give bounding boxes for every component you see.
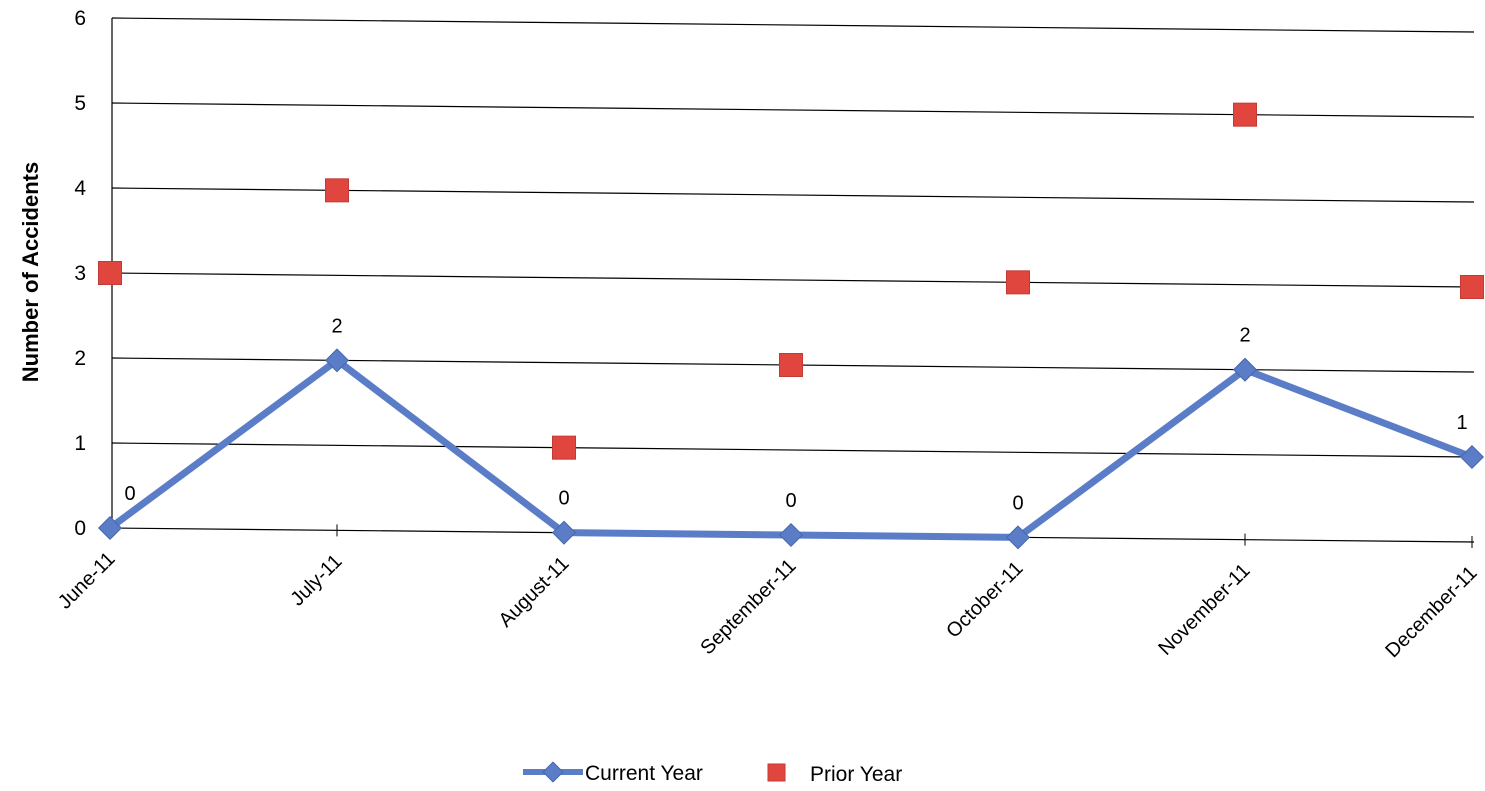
prior-year-point — [98, 261, 122, 285]
legend-current-year-swatch-marker — [542, 761, 564, 783]
prior-year-point — [325, 178, 349, 203]
y-tick-label: 2 — [74, 347, 86, 370]
y-tick-label: 1 — [74, 432, 86, 455]
legend-current-year-label: Current Year — [585, 762, 703, 785]
x-tick-labels: June-11 July-11 August-11 September-11 Octob… — [54, 548, 1482, 662]
axes — [109, 18, 1475, 548]
current-year-point — [551, 520, 577, 545]
current-year-point — [324, 348, 350, 373]
x-tick-label: July-11 — [286, 550, 346, 610]
y-tick-label: 0 — [74, 517, 86, 540]
prior-year-point — [1233, 102, 1257, 127]
current-year-data-label: 2 — [1239, 325, 1250, 347]
current-year-data-label: 0 — [1012, 492, 1023, 514]
y-tick-labels: 0 1 2 3 4 5 6 — [74, 7, 86, 540]
current-year-point — [1459, 444, 1485, 470]
y-tick-label: 6 — [74, 7, 86, 30]
y-tick-label: 5 — [74, 92, 86, 115]
gridline-4 — [111, 187, 1475, 203]
gridline-5 — [111, 102, 1475, 118]
gridline-1 — [111, 442, 1475, 458]
current-year-data-label: 0 — [558, 488, 569, 510]
x-tick-label: October-11 — [942, 557, 1027, 642]
current-year-data-label: 1 — [1456, 412, 1467, 434]
y-tick-label: 4 — [74, 177, 86, 200]
series — [97, 102, 1485, 550]
x-tick-label: August-11 — [495, 553, 574, 632]
gridlines — [111, 17, 1475, 458]
x-tick-label: December-11 — [1381, 562, 1481, 662]
legend-prior-year-swatch-marker — [767, 763, 786, 782]
current-year-point — [1005, 525, 1031, 550]
data-labels: 0 2 0 0 0 2 1 — [124, 315, 1467, 514]
legend-prior-year-label: Prior Year — [810, 763, 902, 786]
prior-year-point — [1006, 270, 1030, 295]
current-year-point — [97, 515, 123, 541]
legend: Current Year Prior Year — [523, 761, 902, 786]
current-year-data-label: 0 — [785, 490, 796, 512]
y-axis-title: Number of Accidents — [18, 162, 43, 382]
current-year-point — [778, 522, 804, 548]
x-tick-label: November-11 — [1154, 560, 1254, 660]
prior-year-point — [779, 353, 803, 377]
current-year-point — [1232, 357, 1258, 382]
gridline-3 — [111, 272, 1475, 288]
current-year-data-label: 0 — [124, 483, 135, 505]
y-tick-label: 3 — [74, 262, 86, 285]
prior-year-point — [552, 435, 576, 460]
x-tick-label: June-11 — [54, 548, 120, 614]
current-year-data-label: 2 — [331, 315, 342, 337]
prior-year-point — [1460, 275, 1484, 299]
x-tick-label: September-11 — [696, 555, 800, 659]
gridline-6 — [111, 17, 1475, 33]
